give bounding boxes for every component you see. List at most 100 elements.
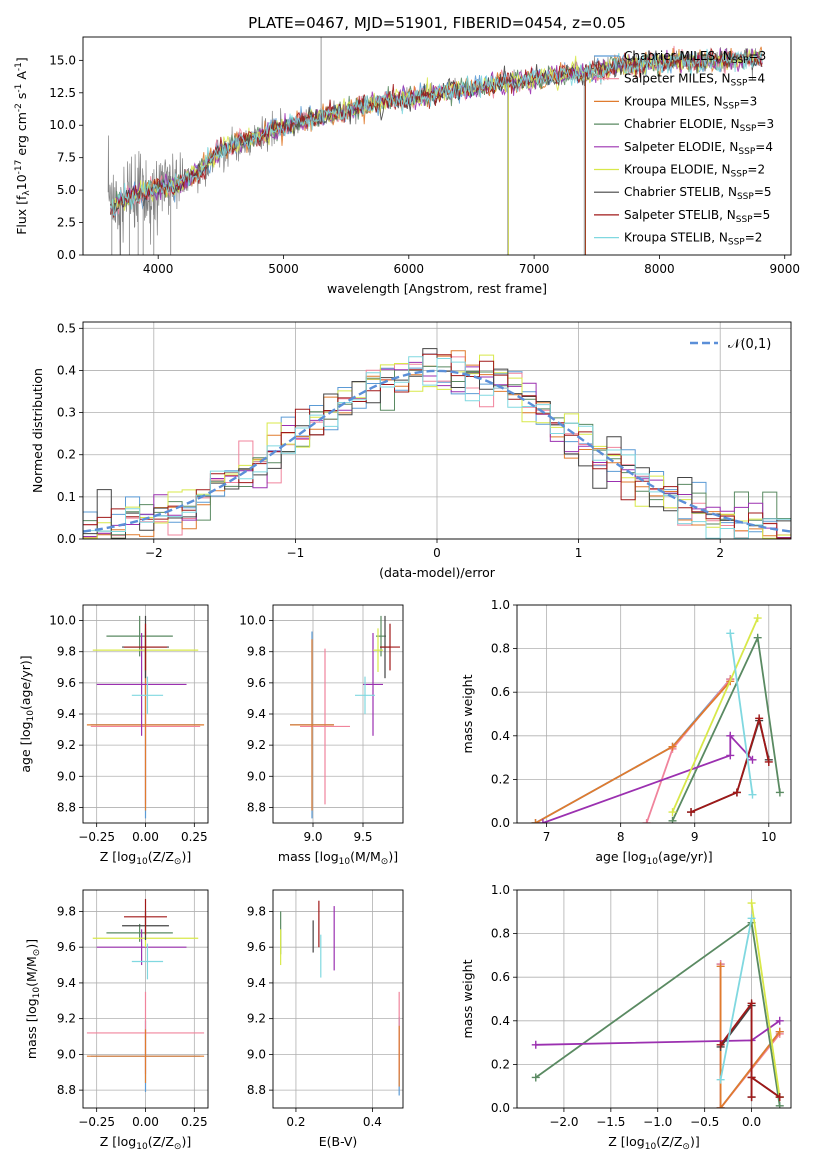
errorbar-point-4	[363, 633, 383, 736]
mass_vs_EBV-axes: 0.2 0.4 8.8 9.0 9.2 9.4 9.6 9.8 E(B-V)	[247, 889, 404, 1149]
x-tick-label: 9.5	[353, 830, 372, 844]
y-tick-label: 9.4	[247, 976, 266, 990]
x-axis-label: (data-model)/error	[379, 565, 496, 580]
legend-entry: Chabrier MILES, NSSP=3	[624, 49, 766, 66]
errorbar-point-7	[124, 623, 167, 671]
y-tick-label: 9.8	[57, 645, 76, 659]
errorbar-point-4	[96, 929, 187, 966]
y-axis-label: Normed distribution	[30, 368, 45, 493]
legend-entry: 𝒩(0,1)	[728, 337, 771, 352]
y-tick-label: 8.8	[247, 1083, 266, 1097]
x-axis-label: Z [log10​(Z/Z⊙​)]	[100, 849, 191, 867]
y-tick-label: 9.0	[57, 769, 76, 783]
weight-marker	[755, 714, 764, 723]
y-tick-label: 0.8	[491, 927, 510, 941]
x-tick-label: 9.0	[303, 830, 322, 844]
axes-frame	[272, 889, 404, 1109]
weight-marker	[732, 788, 741, 797]
weight-marker	[775, 1093, 784, 1102]
residual-histogram-8	[83, 356, 791, 539]
weight-marker	[668, 742, 677, 751]
weight-marker	[726, 629, 735, 638]
legend-entry: Chabrier ELODIE, NSSP=3	[624, 117, 774, 134]
weight-line-4	[542, 733, 754, 823]
axes-frame	[82, 604, 209, 824]
y-tick-label: 9.0	[247, 769, 266, 783]
weight-marker	[668, 808, 677, 817]
y-tick-label: 9.4	[247, 707, 266, 721]
weight-marker	[538, 819, 547, 823]
y-axis-label: mass [log10​(M/M⊙​)]	[24, 939, 42, 1059]
weight-line-0	[535, 678, 731, 823]
residual-data	[83, 348, 791, 539]
y-tick-label: 1.0	[491, 598, 510, 612]
axes-frame	[516, 889, 792, 1109]
x-tick-label: 9	[691, 830, 699, 844]
x-tick-label: 0.25	[181, 830, 208, 844]
errorbar-point-2	[86, 1029, 205, 1083]
legend-entry: Kroupa MILES, NSSP=3	[624, 94, 757, 111]
massweight_vs_Z-data	[531, 899, 784, 1108]
y-tick-label: 0.3	[57, 406, 76, 420]
figure-title: PLATE=0467, MJD=51901, FIBERID=0454, z=0…	[248, 14, 626, 32]
x-tick-label: −2.0	[549, 1115, 578, 1129]
weight-marker	[716, 1040, 725, 1049]
weight-marker	[687, 808, 696, 817]
y-tick-label: 10.0	[49, 614, 76, 628]
normal-curve	[83, 369, 791, 533]
mass_vs_EBV-data	[280, 900, 400, 1096]
y-tick-label: 9.0	[247, 1047, 266, 1061]
weight-marker	[642, 819, 651, 823]
y-tick-label: 9.2	[57, 1012, 76, 1026]
y-tick-label: 0.4	[491, 1014, 510, 1028]
errorbar-point-8	[131, 676, 164, 714]
weight-line-2	[719, 966, 781, 1108]
x-tick-label: 1	[575, 546, 583, 560]
weight-marker	[747, 899, 756, 908]
x-axis-label: wavelength [Angstrom, rest frame]	[327, 281, 547, 296]
axes-frame	[82, 889, 209, 1109]
x-tick-label: 6000	[394, 262, 425, 276]
x-tick-label: −1.0	[643, 1115, 672, 1129]
x-tick-label: 0.00	[132, 1115, 159, 1129]
weight-marker	[531, 1040, 540, 1049]
x-tick-label: 7000	[519, 262, 550, 276]
x-tick-label: 8	[617, 830, 625, 844]
spectrum-data	[107, 37, 763, 255]
y-tick-label: 8.8	[57, 1083, 76, 1097]
weight-line-7	[690, 714, 770, 813]
weight-marker	[753, 633, 762, 642]
y-tick-label: 0.0	[57, 248, 76, 262]
weight-line-2	[535, 680, 731, 823]
y-tick-label: 0.5	[57, 321, 76, 335]
y-tick-label: 10.0	[239, 614, 266, 628]
x-axis-label: mass [log10​(M/M⊙​)]	[278, 849, 398, 867]
spectrum-legend: Chabrier MILES, NSSP=3 Salpeter MILES, NS…	[594, 49, 774, 248]
age_vs_Z-axes: −0.25 0.00 0.25 8.8 9.0 9.2 9.4 9.6 9.8 10.0 Z [lo…	[18, 604, 209, 867]
weight-marker	[747, 1073, 756, 1082]
y-tick-label: 0.4	[57, 363, 76, 377]
x-tick-label: 4000	[143, 262, 174, 276]
y-tick-label: 9.2	[247, 738, 266, 752]
x-tick-label: 0.4	[363, 1115, 382, 1129]
y-tick-label: 0.4	[491, 729, 510, 743]
y-axis-label: Flux [fλ​10-17​ erg cm-2​ s-1​ A-1​]	[14, 57, 32, 235]
errorbar-point-8	[131, 943, 164, 980]
legend-entry: Salpeter MILES, NSSP=4	[624, 72, 765, 89]
x-tick-label: 0.00	[132, 830, 159, 844]
x-axis-label: Z [log10​(Z/Z⊙​)]	[608, 1134, 699, 1152]
y-tick-label: 9.0	[57, 1047, 76, 1061]
errorbar-point-3	[106, 923, 173, 942]
x-tick-label: −0.25	[78, 1115, 115, 1129]
errorbar-point-7	[380, 623, 400, 671]
age_vs_Z-data	[86, 615, 205, 819]
x-tick-label: 9000	[769, 262, 800, 276]
massweight_vs_age-data	[531, 614, 784, 823]
weight-marker	[775, 788, 784, 797]
y-tick-label: 15.0	[49, 53, 76, 67]
y-tick-label: 0.1	[57, 490, 76, 504]
x-axis-label: E(B-V)	[319, 1134, 358, 1149]
weight-marker	[726, 751, 735, 760]
weight-marker	[764, 757, 773, 766]
y-tick-label: 0.8	[491, 642, 510, 656]
